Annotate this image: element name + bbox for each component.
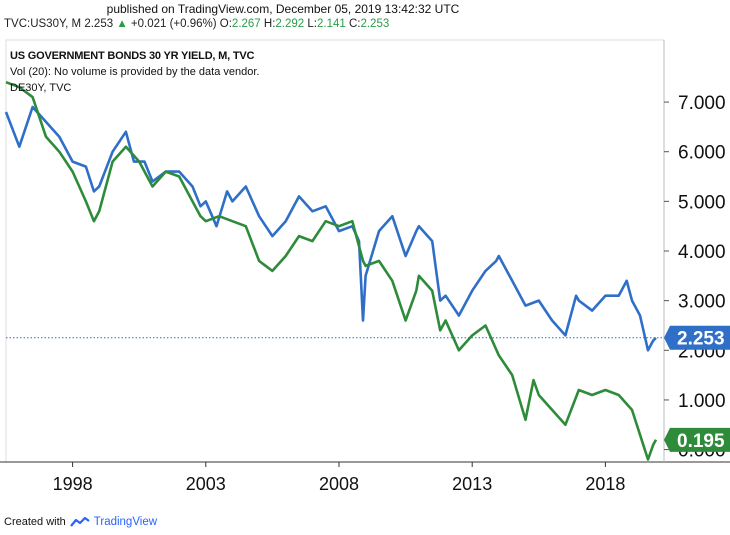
low-value: 2.141 bbox=[316, 18, 346, 30]
x-tick-label: 2003 bbox=[186, 474, 226, 494]
low-label: L: bbox=[307, 18, 317, 30]
last-label-de30y: 0.195 bbox=[677, 431, 725, 452]
y-tick-label: 6.000 bbox=[678, 143, 726, 164]
close-value: 2.253 bbox=[360, 18, 390, 30]
close-label: C: bbox=[348, 18, 361, 30]
high-label: H: bbox=[263, 18, 276, 30]
tradingview-brand[interactable]: TradingView bbox=[93, 516, 158, 528]
volume-note: Vol (20): No volume is provided by the d… bbox=[10, 66, 260, 78]
x-tick-label: 2013 bbox=[452, 474, 492, 494]
created-with-text: Created with bbox=[4, 516, 66, 528]
y-tick-label: 7.000 bbox=[678, 93, 726, 114]
series-line-us30y bbox=[4, 105, 657, 352]
series-line-de30y bbox=[5, 80, 658, 461]
published-note: published on TradingView.com, December 0… bbox=[106, 2, 460, 16]
tradingview-logo-icon bbox=[69, 516, 90, 527]
y-tick-label: 1.000 bbox=[678, 391, 726, 412]
last-price: 2.253 bbox=[84, 18, 114, 30]
last-label-bg-us30y bbox=[664, 325, 730, 350]
x-tick-label: 2018 bbox=[585, 474, 625, 494]
x-tick-label: 1998 bbox=[53, 474, 93, 494]
x-tick-label: 2008 bbox=[319, 474, 359, 494]
y-tick-label: 3.000 bbox=[678, 292, 726, 313]
high-value: 2.292 bbox=[275, 18, 305, 30]
symbol-name: TVC:US30Y, M bbox=[4, 18, 82, 30]
y-tick-label: 5.000 bbox=[678, 192, 726, 213]
symbol-header: TVC:US30Y, M 2.253 ▲ +0.021 (+0.96%) O:2… bbox=[4, 18, 389, 30]
price-change: +0.021 (+0.96%) bbox=[130, 18, 217, 30]
compare-symbol: DE30Y, TVC bbox=[10, 82, 72, 94]
y-tick-label: 4.000 bbox=[678, 242, 726, 263]
yield-chart[interactable]: 0.0001.0002.0003.0004.0005.0006.0007.000… bbox=[0, 38, 730, 508]
open-value: 2.267 bbox=[231, 18, 261, 30]
last-label-bg-de30y bbox=[664, 427, 730, 452]
open-label: O: bbox=[219, 18, 232, 30]
chart-title: US GOVERNMENT BONDS 30 YR YIELD, M, TVC bbox=[10, 50, 255, 62]
plot-frame bbox=[5, 39, 665, 463]
footer: Created with TradingView bbox=[4, 516, 157, 528]
last-label-us30y: 2.253 bbox=[677, 329, 725, 350]
up-arrow-icon: ▲ bbox=[116, 18, 128, 30]
